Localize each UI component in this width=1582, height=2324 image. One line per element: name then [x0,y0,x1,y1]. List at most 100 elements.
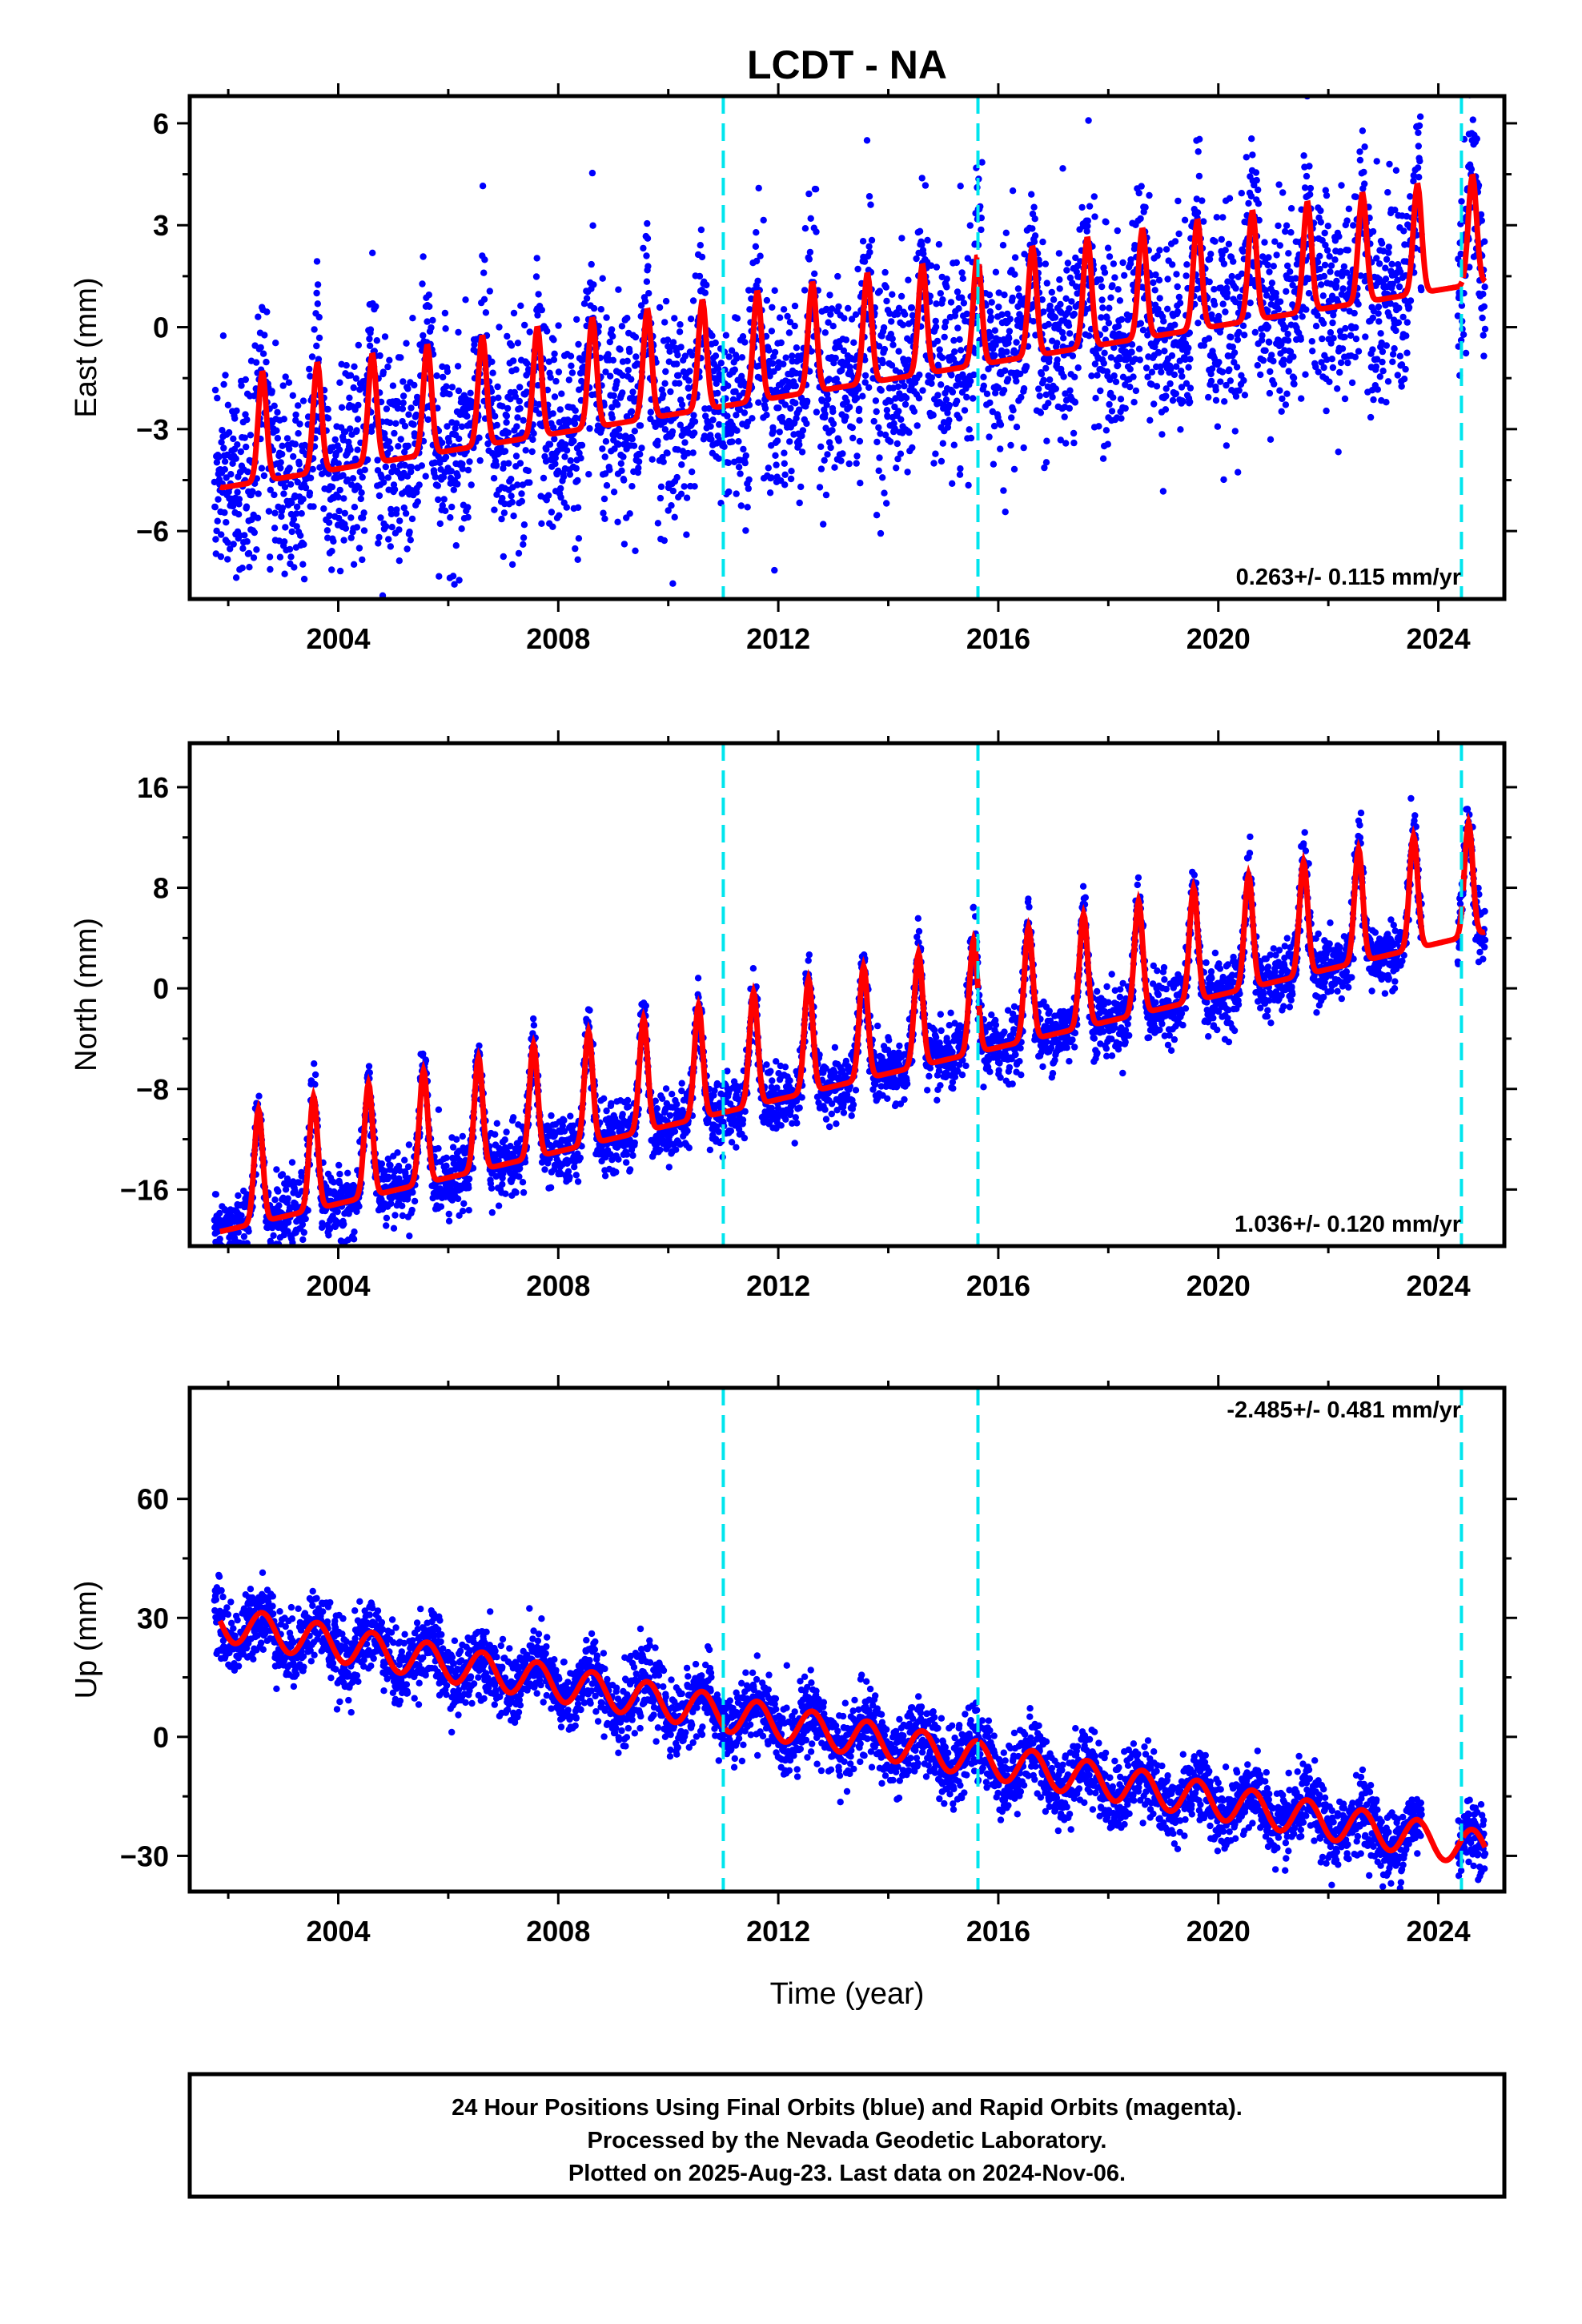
east-data-point [1284,262,1291,270]
east-data-point [624,367,632,374]
north-data-point [275,1188,282,1195]
east-data-point [1302,371,1309,378]
east-data-point [448,503,456,511]
east-y-axis-label: East (mm) [70,277,103,417]
east-data-point [217,553,225,561]
east-x-tick-label: 2012 [746,622,810,655]
east-data-point [822,491,830,499]
east-data-point [1042,260,1050,267]
east-data-point [349,475,357,482]
east-data-point [510,513,517,520]
east-data-point [1263,292,1271,299]
east-data-point [725,353,733,360]
east-data-point [1109,282,1116,289]
east-data-point [1010,407,1017,414]
east-data-point [1098,314,1105,321]
east-data-point [615,440,622,448]
east-data-point [781,471,789,478]
east-data-point [771,287,778,294]
east-data-point [556,512,563,519]
east-data-point [946,401,954,409]
east-data-point [505,460,512,467]
east-data-point [853,460,860,467]
east-data-point [1211,286,1218,293]
north-data-point [454,1195,462,1203]
east-data-point [1052,385,1060,392]
east-data-point [909,312,917,319]
east-data-point [1186,356,1194,363]
east-data-point [420,332,427,340]
east-data-point [676,328,684,336]
east-data-point [374,456,381,464]
east-data-point [295,430,302,437]
east-data-point [1418,286,1425,294]
east-data-point [513,423,520,430]
east-data-point [1330,335,1337,342]
east-data-point [667,388,674,396]
east-data-point [1479,314,1486,322]
east-data-point [412,411,420,419]
east-data-point [1331,256,1339,263]
east-data-point [1410,177,1417,185]
east-data-point [1337,247,1344,255]
east-data-point [775,404,782,412]
east-data-point [1318,281,1325,288]
east-data-point [1122,404,1129,412]
east-data-point [834,272,841,280]
east-data-point [1262,347,1269,354]
east-data-point [1146,191,1153,199]
east-data-point [476,434,483,441]
east-data-point [411,381,418,389]
east-data-point [1327,329,1335,336]
east-data-point [739,333,747,340]
east-data-point [266,553,274,561]
east-data-point [1327,340,1335,347]
east-data-point [882,283,890,291]
east-data-point [1319,292,1327,300]
east-data-point [306,489,314,497]
east-data-point [671,315,678,322]
east-data-point [1046,355,1053,362]
east-data-point [314,300,321,308]
east-data-point [517,302,524,309]
east-data-point [1284,337,1292,344]
east-data-point [895,408,902,415]
east-data-point [1283,390,1291,397]
east-data-point [1062,295,1070,302]
east-data-point [1070,310,1078,318]
east-data-point [1355,300,1362,308]
east-data-point [819,521,827,528]
east-data-point [816,484,824,491]
east-data-point [396,517,404,525]
east-data-point [493,421,500,429]
east-data-point [1167,365,1174,372]
east-data-point [829,408,837,416]
east-data-point [1383,255,1391,263]
east-data-point [297,532,304,539]
east-data-point [958,269,966,276]
east-data-point [342,525,350,532]
east-y-tick-label: −3 [136,413,169,446]
east-data-point [1171,238,1179,245]
east-rate-label: 0.263+/- 0.115 mm/yr [1236,565,1461,590]
east-data-point [1232,284,1239,292]
east-data-point [1030,238,1038,246]
east-data-point [616,346,624,353]
east-data-point [1394,276,1401,284]
east-data-point [919,387,926,394]
east-data-point [915,395,923,402]
east-data-point [355,545,363,552]
east-data-point [436,573,443,580]
east-data-point [943,275,950,283]
north-data-point [336,1170,343,1178]
east-data-point [1088,372,1095,380]
east-data-point [978,226,985,234]
east-data-point [896,390,903,397]
east-data-point [397,436,404,443]
east-data-point [1400,227,1407,235]
north-data-point [443,1162,450,1170]
east-data-point [267,486,274,493]
east-data-point [1287,348,1295,356]
east-data-point [966,426,973,433]
